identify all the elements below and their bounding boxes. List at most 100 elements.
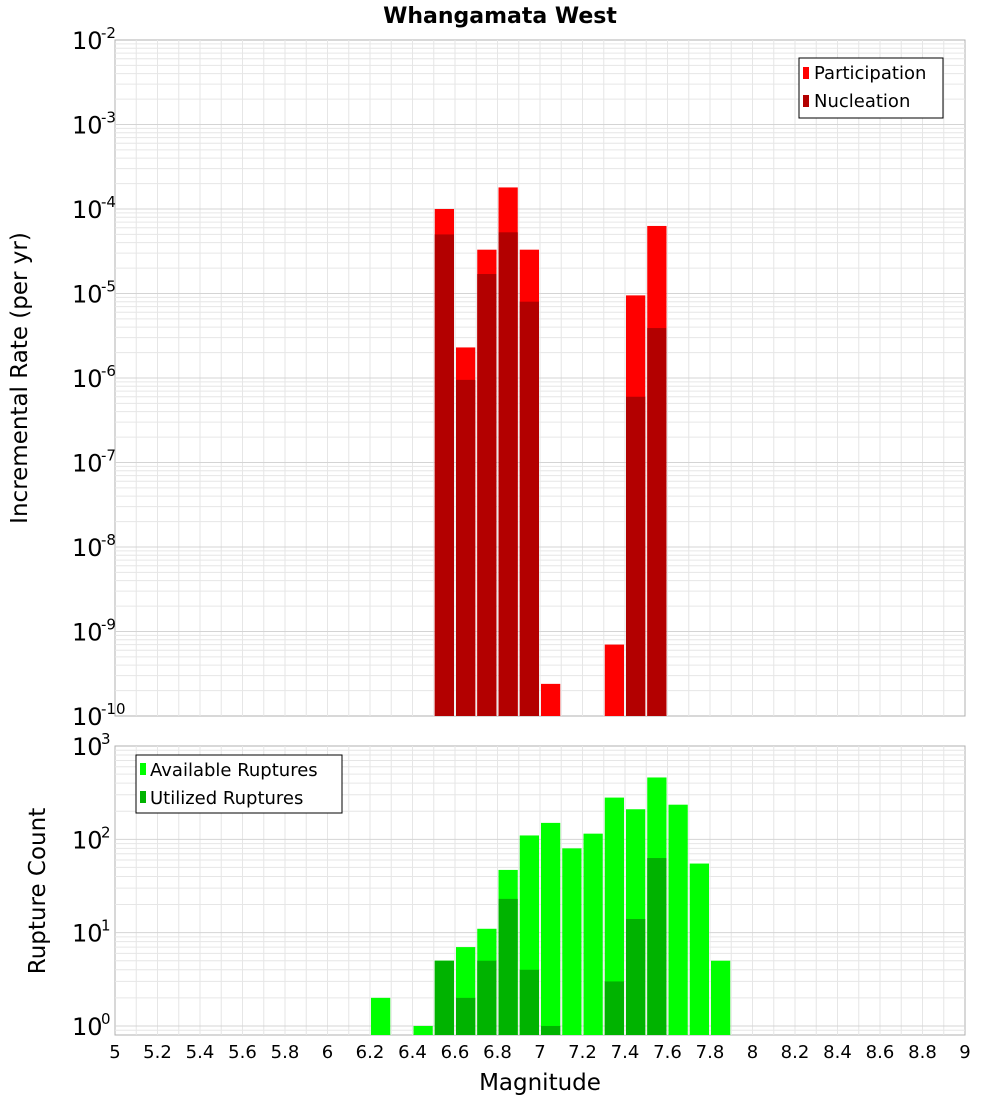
top-y-tick-base: 10 xyxy=(72,112,103,140)
top-y-tick: 10-10 xyxy=(72,700,126,731)
top-legend: Participation Nucleation xyxy=(798,57,944,119)
bottom-y-tick: 102 xyxy=(72,823,111,854)
bottom-bar-utilized-ruptures xyxy=(477,960,497,1035)
top-y-tick: 10-5 xyxy=(72,278,116,309)
top-y-tick-exponent: -7 xyxy=(101,447,116,465)
x-tick-label: 6 xyxy=(322,1042,333,1063)
top-bar-nucleation xyxy=(498,232,518,716)
x-tick-label: 6.6 xyxy=(441,1042,470,1063)
bottom-y-tick: 100 xyxy=(72,1010,111,1041)
bottom-bar-utilized-ruptures xyxy=(541,1025,561,1035)
bottom-bar-utilized-ruptures xyxy=(498,898,518,1035)
bottom-bar-available-ruptures xyxy=(689,863,709,1035)
top-y-tick: 10-7 xyxy=(72,447,116,478)
x-tick-label: 5.8 xyxy=(271,1042,300,1063)
top-y-tick: 10-3 xyxy=(72,109,116,140)
top-y-tick: 10-9 xyxy=(72,616,116,647)
bottom-bar-available-ruptures xyxy=(711,960,731,1035)
top-y-tick-base: 10 xyxy=(72,534,103,562)
top-bar-participation xyxy=(604,644,624,716)
bottom-y-tick: 101 xyxy=(72,917,111,948)
top-bar-nucleation xyxy=(519,301,539,716)
x-tick-label: 8.6 xyxy=(866,1042,895,1063)
x-tick-label: 7.8 xyxy=(696,1042,725,1063)
bottom-y-tick-exponent: 2 xyxy=(101,823,111,841)
legend-swatch-utilized xyxy=(140,791,146,803)
x-tick-label: 8.4 xyxy=(823,1042,852,1063)
x-axis-label: Magnitude xyxy=(479,1070,601,1096)
bottom-bar-utilized-ruptures xyxy=(456,997,476,1035)
top-y-tick-exponent: -9 xyxy=(101,616,116,634)
top-y-tick: 10-8 xyxy=(72,531,116,562)
legend-label-participation: Participation xyxy=(814,63,926,84)
legend-swatch-participation xyxy=(803,67,809,79)
bottom-bar-available-ruptures xyxy=(541,822,561,1035)
bottom-legend: Available Ruptures Utilized Ruptures xyxy=(135,754,343,814)
bottom-y-tick-exponent: 3 xyxy=(101,730,111,748)
bottom-bar-available-ruptures xyxy=(668,804,688,1035)
bottom-bar-utilized-ruptures xyxy=(604,981,624,1035)
x-tick-label: 6.8 xyxy=(483,1042,512,1063)
x-tick-label: 7 xyxy=(534,1042,545,1063)
bottom-bar-available-ruptures xyxy=(604,797,624,1035)
bottom-legend-box xyxy=(135,754,343,814)
x-tick-label: 5.4 xyxy=(186,1042,215,1063)
bottom-bar-available-ruptures xyxy=(413,1025,433,1035)
legend-label-utilized: Utilized Ruptures xyxy=(150,788,303,809)
top-y-tick-exponent: -4 xyxy=(101,193,116,211)
top-y-axis-label: Incremental Rate (per yr) xyxy=(7,232,33,524)
legend-swatch-nucleation xyxy=(803,95,809,107)
bottom-bar-utilized-ruptures xyxy=(434,960,454,1035)
x-tick-label: 9 xyxy=(959,1042,970,1063)
top-y-tick-base: 10 xyxy=(72,281,103,309)
top-y-tick-exponent: -10 xyxy=(101,700,126,718)
top-y-tick-base: 10 xyxy=(72,703,103,731)
bottom-y-axis-label: Rupture Count xyxy=(25,808,51,974)
x-tick-label: 8.2 xyxy=(781,1042,810,1063)
top-y-tick-base: 10 xyxy=(72,196,103,224)
bottom-bars xyxy=(371,777,731,1035)
x-tick-label: 8 xyxy=(747,1042,758,1063)
top-bar-participation xyxy=(541,683,561,716)
top-y-tick: 10-2 xyxy=(72,24,116,55)
bottom-y-tick-exponent: 0 xyxy=(101,1010,111,1028)
top-bar-nucleation xyxy=(647,328,667,716)
bottom-y-tick-exponent: 1 xyxy=(101,917,111,935)
bottom-bar-utilized-ruptures xyxy=(647,858,667,1035)
top-legend-box xyxy=(798,57,944,119)
bottom-bar-available-ruptures xyxy=(562,848,582,1035)
bottom-y-tick-base: 10 xyxy=(72,1013,103,1041)
legend-label-available: Available Ruptures xyxy=(150,760,318,781)
x-tick-label: 7.4 xyxy=(611,1042,640,1063)
top-y-tick-base: 10 xyxy=(72,365,103,393)
legend-label-nucleation: Nucleation xyxy=(814,91,910,112)
top-y-tick-exponent: -5 xyxy=(101,278,116,296)
top-y-tick-exponent: -3 xyxy=(101,109,116,127)
bottom-bar-available-ruptures xyxy=(583,833,603,1035)
top-grid xyxy=(115,40,965,716)
top-bar-nucleation xyxy=(626,396,646,716)
x-tick-label: 5.2 xyxy=(143,1042,172,1063)
bottom-bar-utilized-ruptures xyxy=(626,919,646,1035)
top-y-tick: 10-6 xyxy=(72,362,116,393)
x-tick-label: 7.6 xyxy=(653,1042,682,1063)
x-tick-label: 7.2 xyxy=(568,1042,597,1063)
x-tick-label: 5 xyxy=(109,1042,120,1063)
top-bar-nucleation xyxy=(456,379,476,716)
x-tick-label: 8.8 xyxy=(908,1042,937,1063)
x-tick-label: 6.4 xyxy=(398,1042,427,1063)
bottom-y-tick-base: 10 xyxy=(72,920,103,948)
x-tick-label: 6.2 xyxy=(356,1042,385,1063)
bottom-y-tick: 103 xyxy=(72,730,111,761)
chart-title: Whangamata West xyxy=(383,4,617,29)
bottom-y-tick-base: 10 xyxy=(72,826,103,854)
top-y-tick-exponent: -8 xyxy=(101,531,116,549)
top-y-tick-base: 10 xyxy=(72,450,103,478)
top-y-tick-exponent: -2 xyxy=(101,24,116,42)
top-y-tick: 10-4 xyxy=(72,193,116,224)
